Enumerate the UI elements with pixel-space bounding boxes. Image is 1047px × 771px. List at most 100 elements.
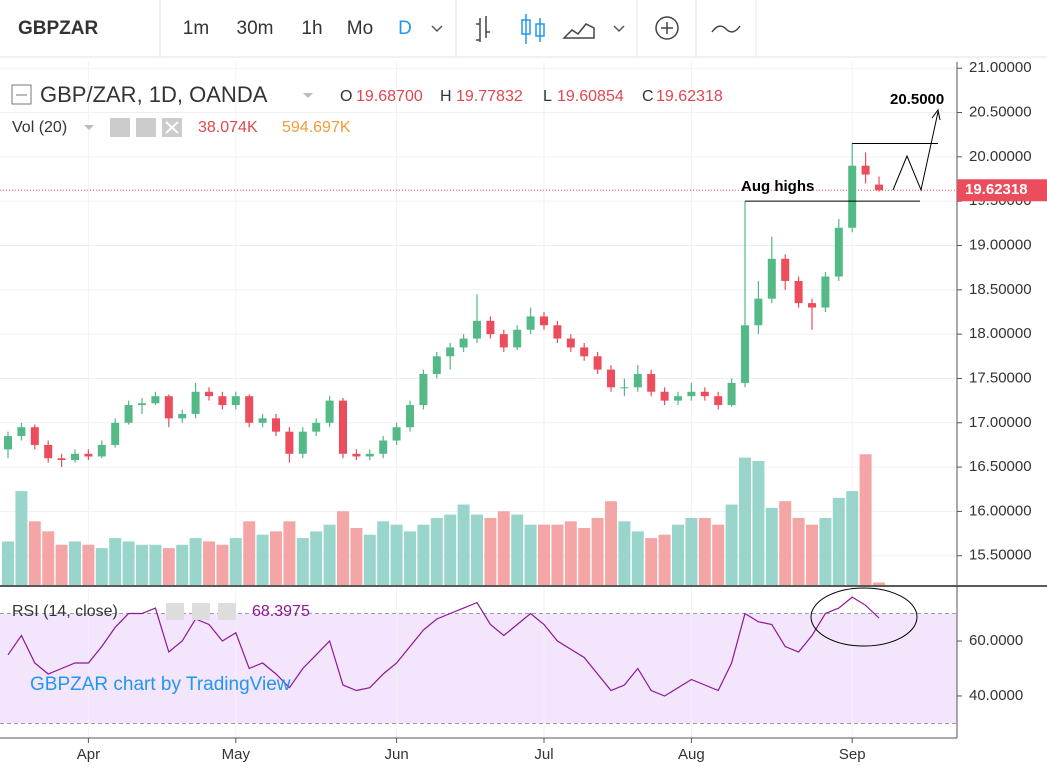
y-tick-label: 40.0000 bbox=[969, 687, 1023, 704]
candle-body bbox=[17, 427, 26, 437]
candle-body bbox=[191, 391, 200, 414]
candle-body bbox=[97, 444, 106, 457]
candle-body bbox=[325, 400, 334, 423]
volume-bar bbox=[404, 531, 416, 585]
volume-bar bbox=[28, 521, 41, 585]
legend-label: L bbox=[543, 88, 552, 105]
volume-bar bbox=[203, 541, 215, 585]
candle-body bbox=[861, 165, 870, 175]
candle-body bbox=[164, 396, 173, 419]
candle-body bbox=[486, 320, 495, 335]
volume-bar bbox=[444, 514, 457, 585]
rsi-title: RSI (14, close) bbox=[12, 603, 118, 620]
volume-bar bbox=[149, 544, 162, 585]
interval[interactable]: 1m bbox=[183, 18, 209, 39]
x-tick-label: Apr bbox=[77, 746, 100, 763]
candle-body bbox=[553, 325, 562, 339]
candle-body bbox=[700, 391, 709, 397]
chevron[interactable] bbox=[431, 25, 443, 33]
candle-body bbox=[580, 347, 589, 357]
candle-body bbox=[808, 303, 816, 308]
x-tick-label: Aug bbox=[678, 746, 705, 763]
volume-bar bbox=[2, 541, 14, 585]
volume-bar bbox=[873, 582, 885, 585]
volume-bar bbox=[55, 544, 68, 585]
volume-bar bbox=[658, 534, 671, 585]
chevron[interactable] bbox=[84, 125, 94, 130]
y-tick-label: 20.00000 bbox=[969, 148, 1032, 165]
candles-icon[interactable] bbox=[521, 14, 545, 44]
volume-bar bbox=[69, 541, 81, 585]
close-icon[interactable] bbox=[218, 603, 236, 620]
volume-title: Vol (20) bbox=[12, 119, 67, 136]
candle-body bbox=[44, 444, 53, 459]
symbol[interactable]: GBPZAR bbox=[18, 18, 99, 39]
candle-body bbox=[767, 258, 776, 299]
chevron[interactable] bbox=[613, 25, 625, 33]
candle-body bbox=[432, 356, 441, 375]
candle-body bbox=[459, 338, 468, 348]
volume-bar bbox=[243, 521, 256, 585]
interval[interactable]: 30m bbox=[237, 18, 274, 39]
candle-body bbox=[714, 396, 723, 406]
volume-bar bbox=[752, 460, 765, 585]
volume-bar bbox=[270, 531, 282, 585]
volume-bar bbox=[631, 531, 644, 585]
candle-body bbox=[84, 453, 93, 457]
volume-bar bbox=[337, 511, 349, 585]
projection-arrow bbox=[892, 108, 941, 192]
x-tick-label: Jul bbox=[534, 746, 553, 763]
candle-body bbox=[406, 405, 414, 428]
legend-value: 19.60854 bbox=[557, 88, 624, 105]
area-icon[interactable] bbox=[562, 23, 595, 39]
candle-body bbox=[620, 387, 629, 389]
x-tick-label: May bbox=[222, 746, 251, 763]
interval[interactable]: 1h bbox=[301, 18, 322, 39]
volume-bar bbox=[511, 514, 524, 585]
price-label-bg bbox=[957, 179, 1047, 202]
candle-body bbox=[379, 440, 388, 454]
settings-icon[interactable] bbox=[136, 118, 156, 137]
y-tick-label: 60.0000 bbox=[969, 632, 1023, 649]
candle-body bbox=[4, 436, 12, 450]
candle-body bbox=[446, 347, 455, 357]
volume-bar bbox=[779, 501, 792, 585]
candle-body bbox=[365, 453, 374, 457]
candle-body bbox=[30, 427, 39, 445]
settings-icon[interactable] bbox=[192, 603, 210, 620]
candle-body bbox=[513, 329, 522, 348]
candle-body bbox=[312, 422, 321, 432]
volume-bar bbox=[484, 517, 497, 585]
volume-bar bbox=[524, 524, 537, 585]
rsi-highlight bbox=[810, 587, 918, 647]
eye-icon[interactable] bbox=[110, 118, 130, 137]
compare-icon[interactable] bbox=[711, 25, 741, 33]
candle-body bbox=[245, 396, 254, 423]
volume-bar bbox=[792, 517, 805, 585]
volume-bar bbox=[95, 548, 108, 585]
volume-bar bbox=[15, 491, 28, 585]
candle-body bbox=[272, 418, 280, 432]
indicator-icon[interactable] bbox=[655, 16, 679, 40]
series-title: GBP/ZAR, 1D, OANDA bbox=[40, 82, 268, 107]
candle-body bbox=[540, 316, 548, 326]
interval[interactable]: Mo bbox=[347, 18, 373, 39]
collapse-icon[interactable] bbox=[11, 84, 32, 105]
candle-body bbox=[124, 405, 133, 423]
candle-body bbox=[687, 391, 696, 397]
rsi-value: 68.3975 bbox=[252, 603, 310, 620]
eye-icon[interactable] bbox=[166, 603, 184, 620]
bars-icon[interactable] bbox=[476, 16, 490, 42]
chevron[interactable] bbox=[303, 93, 313, 98]
y-tick-label: 19.00000 bbox=[969, 236, 1032, 253]
legend-label: H bbox=[440, 88, 452, 105]
volume-bar bbox=[417, 524, 430, 585]
volume-bar bbox=[471, 514, 483, 585]
candle-body bbox=[741, 325, 749, 383]
volume-bar bbox=[832, 497, 845, 585]
y-tick-label: 17.50000 bbox=[969, 369, 1032, 386]
candle-body bbox=[834, 227, 843, 277]
interval-active[interactable]: D bbox=[398, 18, 412, 39]
candle-body bbox=[231, 396, 240, 406]
